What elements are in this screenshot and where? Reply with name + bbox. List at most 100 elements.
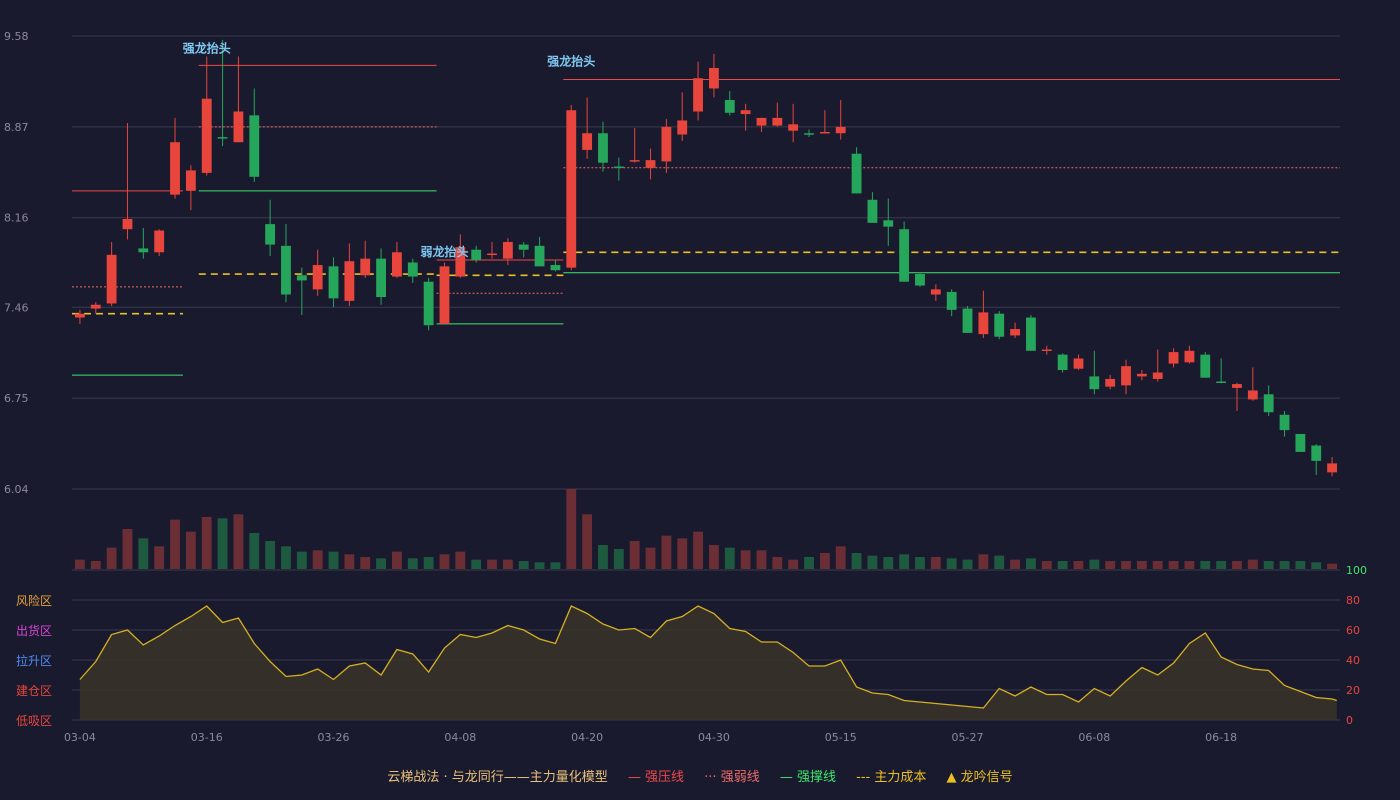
volume-bar xyxy=(106,547,117,569)
volume-bar xyxy=(407,558,418,569)
candle-body xyxy=(978,312,989,335)
candle-body xyxy=(835,126,846,134)
legend-item-strength: ··· 强弱线 xyxy=(704,770,760,785)
candle-body xyxy=(217,137,228,139)
volume-bar xyxy=(915,557,925,569)
volume-bar xyxy=(392,551,402,569)
volume-bar xyxy=(376,558,386,569)
candle-body xyxy=(1089,376,1100,390)
indicator-line xyxy=(79,605,1337,709)
x-tick-label: 03-16 xyxy=(191,731,223,744)
legend-item-resistance: — 强压线 xyxy=(627,770,685,785)
volume-bar xyxy=(138,538,149,569)
volume-bar xyxy=(1073,561,1084,569)
candle-body xyxy=(740,110,751,115)
legend-label-strength: 强弱线 xyxy=(720,770,760,785)
candle-body xyxy=(994,313,1005,337)
candle-body xyxy=(1216,381,1227,384)
volume-bar xyxy=(344,554,355,569)
volume-bar xyxy=(1136,561,1147,569)
volume-bar xyxy=(1010,559,1020,569)
candle-body xyxy=(439,266,450,324)
candle-body xyxy=(661,126,672,162)
volume-bar xyxy=(439,554,450,569)
volume-bar xyxy=(1247,559,1258,569)
candle-body xyxy=(946,291,957,310)
volume-bar xyxy=(518,561,529,569)
volume-bar xyxy=(645,547,656,569)
candle-body xyxy=(75,313,85,318)
legend-item-cost: --- 主力成本 xyxy=(856,770,927,785)
candle-body xyxy=(1105,378,1116,387)
candle-body xyxy=(566,110,577,268)
candle-body xyxy=(518,244,529,250)
candle-body xyxy=(423,281,434,326)
volume-bar xyxy=(1232,561,1242,569)
candle-body xyxy=(1073,358,1084,369)
candle-body xyxy=(249,115,260,177)
volume-bar xyxy=(566,489,577,569)
indicator-tick-label: 60 xyxy=(1346,624,1360,637)
volume-bar xyxy=(455,551,466,569)
volume-bar xyxy=(1311,562,1322,569)
volume-bar xyxy=(677,538,688,569)
volume-bar xyxy=(90,561,101,569)
candle-body xyxy=(502,242,513,259)
legend-label-support: 强撑线 xyxy=(796,770,836,785)
candle-body xyxy=(677,120,688,135)
x-tick-label: 06-08 xyxy=(1078,731,1110,744)
candle-body xyxy=(312,265,323,290)
volume-bar xyxy=(819,553,830,569)
indicator-tick-label: 100 xyxy=(1346,564,1367,577)
volume-bar xyxy=(930,557,941,569)
volume-bar xyxy=(312,550,323,569)
signal-label: 强龙抬头 xyxy=(183,41,231,56)
volume-bar xyxy=(1184,561,1195,569)
legend-label-signal: 龙吟信号 xyxy=(960,770,1013,785)
indicator-tick-label: 80 xyxy=(1346,594,1360,607)
volume-bar xyxy=(946,558,957,569)
candle-body xyxy=(582,133,593,150)
x-tick-label: 03-04 xyxy=(64,731,96,744)
candle-body xyxy=(1168,352,1179,364)
volume-bar xyxy=(1152,561,1163,569)
candle-body xyxy=(899,229,910,282)
volume-bar xyxy=(1279,561,1290,569)
candle-body xyxy=(1041,349,1052,352)
indicator-panel xyxy=(79,605,1337,720)
volume-bar xyxy=(1216,561,1227,569)
price-tick-label: 8.16 xyxy=(4,212,29,225)
volume-bar xyxy=(217,518,228,569)
volume-bar xyxy=(772,557,783,569)
legend-label-cost: 主力成本 xyxy=(874,770,927,785)
candle-body xyxy=(1152,372,1163,379)
candle-body xyxy=(851,153,862,194)
volume-bar xyxy=(1327,563,1337,569)
candle-body xyxy=(1295,433,1306,452)
volume-bar xyxy=(899,554,910,569)
candle-body xyxy=(1184,350,1195,363)
indicator-lines xyxy=(72,64,1340,376)
candle-body xyxy=(281,245,291,295)
candle-body xyxy=(455,247,466,277)
volume-bar xyxy=(756,550,767,569)
volume-bar xyxy=(360,557,371,569)
legend-title: 云梯战法 · 与龙同行——主力量化模型 xyxy=(387,770,608,785)
price-tick-label: 8.87 xyxy=(4,121,29,134)
candle-body xyxy=(392,252,402,277)
indicator-tick-label: 40 xyxy=(1346,654,1360,667)
candle-body xyxy=(1232,384,1242,388)
volume-bar xyxy=(296,551,307,569)
volume-bar xyxy=(1089,559,1100,569)
candle-body xyxy=(1327,463,1337,473)
x-tick-label: 06-18 xyxy=(1205,731,1237,744)
volume-bar xyxy=(724,547,735,569)
volume-bar xyxy=(185,531,196,569)
candle-body xyxy=(138,248,149,253)
candle-body xyxy=(170,142,180,195)
candle-body xyxy=(376,258,386,298)
candle-body xyxy=(788,124,799,131)
volume-bar xyxy=(281,546,291,569)
volume-bar xyxy=(693,531,703,569)
